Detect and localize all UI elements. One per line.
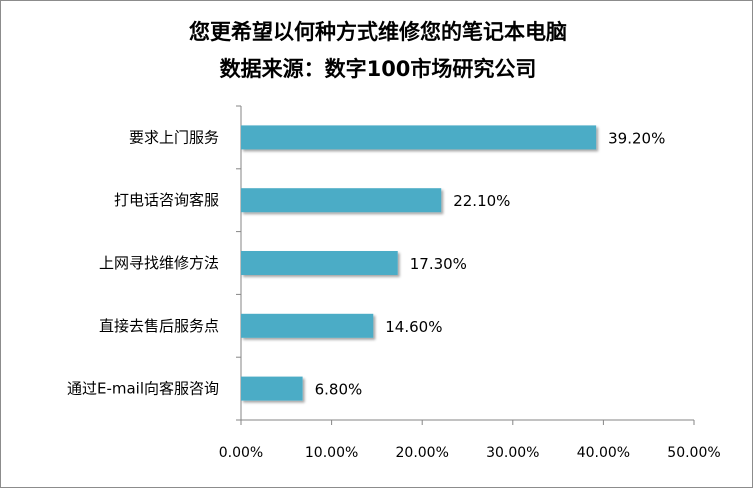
x-tick-label: 50.00% [667, 445, 720, 461]
data-label: 17.30% [410, 255, 467, 273]
category-label: 直接去售后服务点 [99, 317, 219, 335]
x-tick-label: 40.00% [577, 445, 630, 461]
data-label: 14.60% [385, 318, 442, 336]
data-label: 39.20% [608, 129, 665, 147]
bar [241, 313, 374, 338]
x-tick-label: 20.00% [396, 445, 449, 461]
category-label: 打电话咨询客服 [114, 191, 219, 209]
category-label: 要求上门服务 [129, 128, 219, 146]
x-tick-label: 30.00% [486, 445, 539, 461]
chart-title: 您更希望以何种方式维修您的笔记本电脑 [189, 20, 567, 44]
bar [241, 125, 597, 150]
chart-subtitle: 数据来源：数字100市场研究公司 [220, 57, 537, 81]
plot-area: 0.00% 10.00% 20.00% 30.00% 40.00% 50.00% 要求上门服… [67, 105, 721, 461]
data-label: 6.80% [315, 381, 363, 399]
category-label: 上网寻找维修方法 [99, 254, 219, 272]
bar [241, 188, 442, 213]
bar [241, 376, 303, 401]
x-tick-label: 0.00% [219, 445, 263, 461]
bar [241, 251, 398, 275]
x-tick-label: 10.00% [305, 445, 358, 461]
data-label: 22.10% [453, 192, 510, 210]
category-label: 通过E-mail向客服咨询 [67, 380, 219, 398]
